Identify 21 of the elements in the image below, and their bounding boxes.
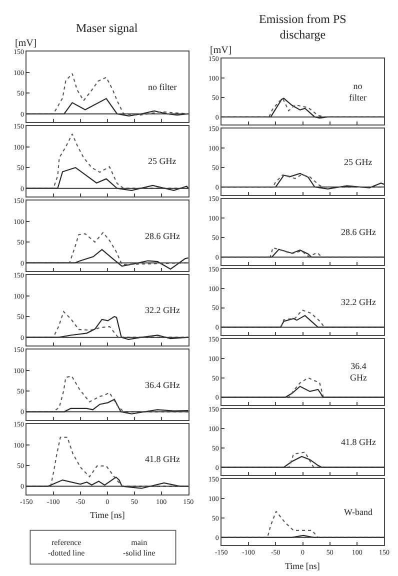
annotation: no filter bbox=[148, 82, 177, 92]
annotation: 36.4 GHz bbox=[350, 361, 367, 383]
annotation: no filter bbox=[349, 81, 366, 103]
x-axis-title: Time [ns] bbox=[90, 510, 125, 520]
annotation: 36.4 GHz bbox=[145, 380, 180, 390]
annotation: 25 GHz bbox=[148, 156, 176, 166]
annotation: 32.2 GHz bbox=[145, 305, 180, 315]
annotation: 41.8 GHz bbox=[145, 454, 180, 464]
annotation: 28.6 GHz bbox=[341, 227, 376, 237]
x-axis-title: Time [ns] bbox=[285, 561, 320, 571]
annotation: W-band bbox=[344, 507, 373, 517]
text: main -solid line bbox=[123, 538, 156, 558]
annotation: 32.2 GHz bbox=[341, 297, 376, 307]
chart-title: Maser signal bbox=[76, 21, 138, 35]
annotation: 28.6 GHz bbox=[145, 231, 180, 241]
y-axis-title: [mV] bbox=[15, 38, 37, 49]
annotation: 41.8 GHz bbox=[341, 437, 376, 447]
text: reference -dotted line bbox=[48, 538, 86, 558]
annotation: 25 GHz bbox=[344, 157, 372, 167]
chart-title: Emission from PS discharge bbox=[259, 12, 346, 42]
y-axis-title: [mV] bbox=[210, 45, 232, 56]
